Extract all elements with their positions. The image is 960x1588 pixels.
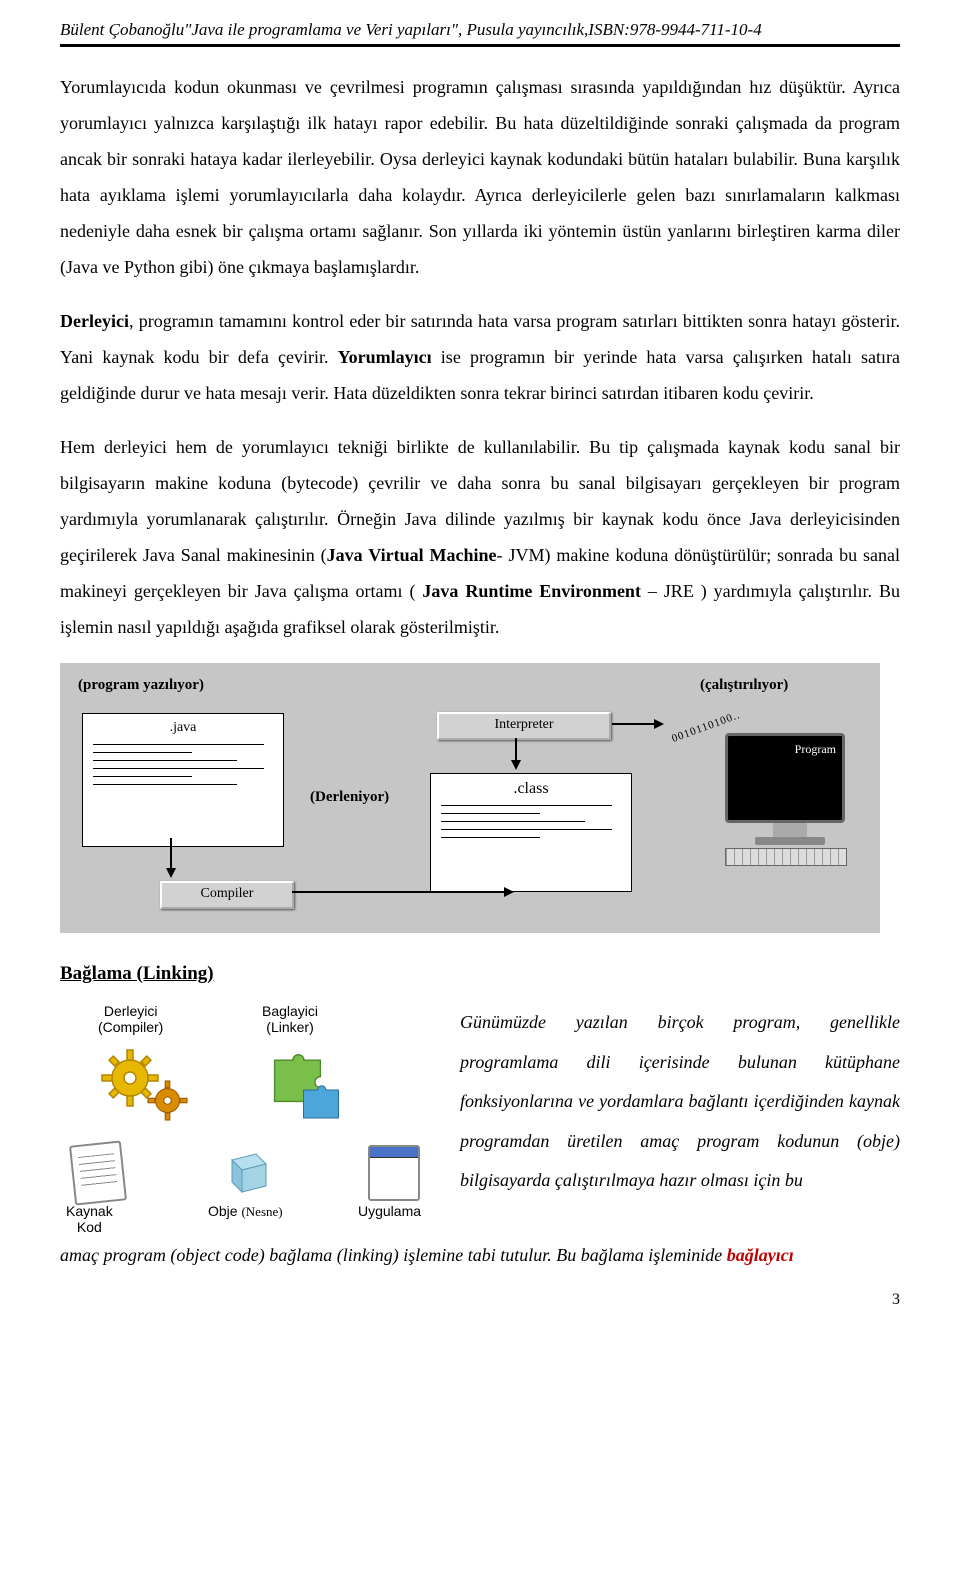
label-derleniyor: (Derleniyor) [310,789,389,806]
class-code-lines-icon [441,805,621,838]
arrow-interp-to-program-icon [612,723,662,725]
baglayici-text: Baglayici [262,1003,318,1019]
linking-right-text: Günümüzde yazılan birçok program, genell… [460,1003,900,1201]
monitor-screen: Program [725,733,845,823]
source-doc-icon [69,1140,127,1205]
compile-interpret-diagram: (program yazılıyor) (çalıştırılıyor) (De… [60,663,880,933]
linking-bottom-baglayici: bağlayıcı [727,1245,794,1265]
program-label: Program [795,742,836,757]
p1-text: Yorumlayıcıda kodun okunması ve çevrilme… [60,77,900,277]
computer-icon: Program [725,733,855,866]
monitor-base-icon [755,837,825,845]
p3d-jre: Java Runtime Environment [422,581,641,601]
label-calistiriliyor: (çalıştırılıyor) [700,677,788,694]
page-number: 3 [60,1291,900,1309]
linking-section: Derleyici (Compiler) Baglayici (Linker) [60,1003,900,1233]
linking-diagram: Derleyici (Compiler) Baglayici (Linker) [60,1003,440,1233]
linking-paragraph-bottom: amaç program (object code) bağlama (link… [60,1237,900,1273]
label-derleyici: Derleyici (Compiler) [98,1003,163,1035]
monitor-stand-icon [773,823,807,837]
label-obje: Obje (Nesne) [208,1203,283,1220]
label-baglayici: Baglayici (Linker) [262,1003,318,1035]
linking-bottom-a: amaç program (object code) bağlama (link… [60,1245,727,1265]
puzzle-linker-icon-2 [300,1083,342,1125]
java-source-box: .java [82,713,284,847]
class-filename: .class [441,780,621,798]
java-code-lines-icon [93,744,273,785]
label-program-yaziliyor: (program yazılıyor) [78,677,204,694]
arrow-compiler-to-class-icon [292,891,512,893]
linking-paragraph-right: Günümüzde yazılan birçok program, genell… [460,1003,900,1201]
obje-cube-icon [222,1148,268,1194]
p3b-jvm: Java Virtual Machine [327,545,497,565]
uygulama-exe-icon [368,1145,420,1201]
obje-text: Obje [208,1203,238,1219]
paragraph-3: Hem derleyici hem de yorumlayıcı tekniği… [60,429,900,645]
p2-bold-derleyici: Derleyici [60,311,129,331]
arrow-java-to-compiler-icon [170,838,172,876]
class-file-box: .class [430,773,632,892]
derleyici-text: Derleyici [104,1003,158,1019]
obje-sub: (Nesne) [241,1204,282,1219]
gear-compiler-small-icon [145,1078,190,1123]
p2-bold-yorumlayici: Yorumlayıcı [338,347,432,367]
kod-text: Kod [77,1219,102,1235]
compiler-button: Compiler [160,881,294,909]
baglayici-sub: (Linker) [266,1019,313,1035]
keyboard-icon [725,848,847,866]
paragraph-2: Derleyici, programın tamamını kontrol ed… [60,303,900,411]
label-uygulama: Uygulama [358,1203,421,1219]
kaynak-text: Kaynak [66,1203,113,1219]
arrow-interp-to-class-icon [515,738,517,768]
label-kaynak-kod: Kaynak Kod [66,1203,113,1235]
page-header: Bülent Çobanoğlu"Java ile programlama ve… [60,20,900,47]
paragraph-1: Yorumlayıcıda kodun okunması ve çevrilme… [60,69,900,285]
java-filename: .java [93,720,273,736]
derleyici-sub: (Compiler) [98,1019,163,1035]
section-linking-title: Bağlama (Linking) [60,963,900,985]
interpreter-button: Interpreter [437,712,611,740]
header-text: Bülent Çobanoğlu"Java ile programlama ve… [60,20,762,39]
